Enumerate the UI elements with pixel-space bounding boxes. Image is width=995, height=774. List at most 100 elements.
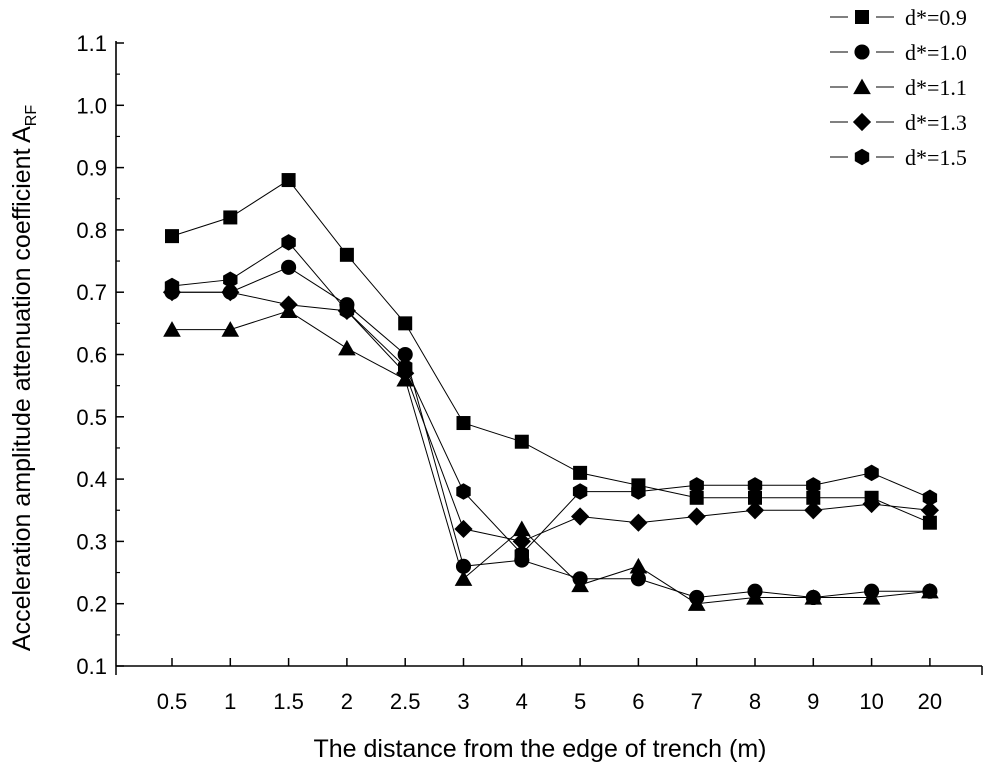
x-tick-label: 2.5 [390, 689, 421, 714]
data-point [339, 247, 354, 262]
data-point [455, 558, 472, 574]
y-tick-label: 0.9 [76, 156, 107, 181]
legend-label: d*=1.5 [905, 145, 967, 170]
data-point [864, 464, 879, 482]
legend-entry: d*=0.9 [830, 5, 967, 30]
x-tick-label: 2 [341, 689, 353, 714]
legend-marker [854, 44, 870, 60]
data-point [862, 494, 881, 514]
data-point [687, 507, 706, 526]
data-point [339, 302, 355, 320]
legend-entry: d*=1.5 [830, 145, 967, 170]
y-axis-label-subscript: RF [23, 105, 40, 127]
data-point [806, 490, 821, 505]
series-line [171, 241, 931, 555]
series-d*=1.1 [163, 302, 939, 611]
x-tick-label: 1 [224, 689, 236, 714]
legend-label: d*=0.9 [905, 5, 967, 30]
x-tick-label: 20 [918, 689, 942, 714]
series-line [172, 310, 930, 605]
x-tick-label: 3 [457, 689, 469, 714]
data-point [629, 513, 648, 532]
axes: 0.1 0.2 0.3 0.4 0.5 0.6 0.7 0.8 0.9 1.0 1.1 0.5 1 1.5… [76, 31, 983, 714]
legend-entry: d*=1.3 [830, 110, 967, 135]
legend-marker [853, 78, 871, 95]
data-point [687, 595, 706, 611]
series-d*=1.0 [164, 259, 938, 606]
x-tick-label: 1.5 [273, 689, 304, 714]
data-point [920, 501, 939, 520]
y-tick-label: 0.6 [76, 343, 107, 368]
legend-marker [855, 10, 869, 24]
x-tick-label: 9 [807, 689, 819, 714]
x-tick-label: 8 [749, 689, 761, 714]
data-point [745, 501, 765, 520]
y-tick-label: 0.1 [76, 654, 107, 679]
y-tick-label: 0.7 [76, 280, 107, 305]
data-point [281, 234, 296, 251]
data-point [221, 283, 240, 302]
x-tick-label: 6 [632, 689, 644, 714]
data-point [338, 339, 356, 356]
data-point [514, 434, 529, 449]
x-tick-label: 10 [859, 689, 883, 714]
data-point [397, 346, 413, 363]
data-point [804, 501, 823, 520]
data-point [164, 277, 180, 295]
data-point [163, 321, 181, 337]
y-tick-label: 0.4 [76, 467, 107, 492]
y-axis-label-main: Acceleration amplitude attenuation coeff… [8, 126, 36, 651]
x-tick-label: 0.5 [157, 689, 188, 714]
data-point [629, 557, 648, 574]
data-point [165, 229, 179, 244]
legend: d*=0.9 d*=1.0 d*=1.1 d*=1.3 d*=1.5 [830, 5, 967, 170]
series-line [172, 266, 930, 599]
data-point [573, 465, 588, 480]
series-layer [162, 173, 939, 611]
y-tick-label: 0.3 [76, 529, 107, 554]
data-point [514, 545, 529, 563]
data-point [512, 520, 531, 537]
y-tick-label: 0.2 [76, 592, 107, 617]
data-point [747, 477, 763, 494]
data-point [454, 519, 473, 539]
series-d*=0.9 [165, 173, 937, 530]
x-axis-label: The distance from the edge of trench (m) [314, 735, 767, 763]
data-point [398, 358, 413, 376]
data-point [512, 532, 531, 551]
y-tick-label: 0.5 [76, 405, 107, 430]
legend-label: d*=1.0 [905, 40, 967, 65]
series-line [172, 291, 930, 542]
data-point [281, 259, 297, 275]
data-point [571, 576, 589, 593]
x-tick-label: 7 [691, 689, 703, 714]
data-point [689, 477, 704, 494]
legend-label: d*=1.1 [905, 75, 967, 100]
y-tick-label: 1.0 [76, 93, 107, 118]
data-point [746, 589, 764, 605]
data-point [922, 489, 938, 506]
x-tick-label: 4 [516, 689, 528, 714]
legend-marker [854, 148, 870, 166]
data-point [689, 490, 704, 505]
data-point [223, 271, 238, 288]
data-point [398, 316, 413, 331]
legend-entry: d*=1.0 [830, 40, 967, 65]
data-point [221, 321, 240, 337]
data-point [572, 483, 588, 500]
data-point [456, 416, 471, 431]
legend-marker [852, 112, 872, 132]
data-point [279, 295, 298, 314]
data-point [281, 173, 296, 188]
x-tick-label: 5 [574, 689, 586, 714]
series-d*=1.3 [162, 283, 939, 551]
data-point [804, 589, 823, 605]
data-point [454, 570, 473, 586]
data-point [748, 490, 762, 505]
data-point [806, 477, 821, 494]
y-tick-label: 0.8 [76, 218, 107, 243]
data-point [223, 210, 238, 225]
data-point [922, 515, 937, 530]
y-tick-label: 1.1 [76, 31, 107, 56]
data-point [862, 589, 881, 605]
